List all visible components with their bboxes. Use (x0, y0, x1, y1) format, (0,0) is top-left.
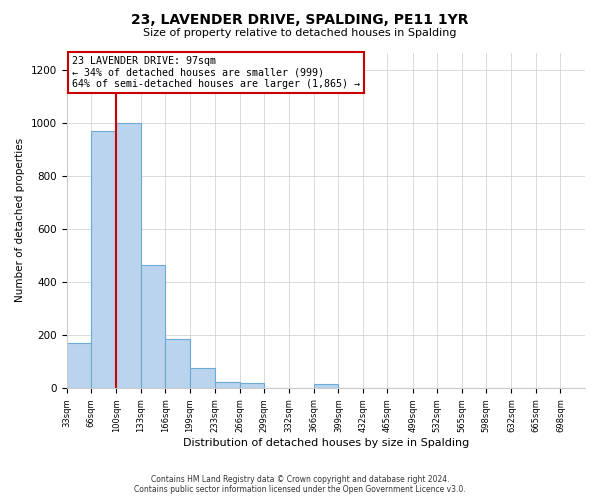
Bar (314, 384, 338, 388)
Bar (215, 382, 239, 388)
Bar (91, 131, 116, 388)
Bar (141, 265, 166, 388)
Text: 23 LAVENDER DRIVE: 97sqm
← 34% of detached houses are smaller (999)
64% of semi-: 23 LAVENDER DRIVE: 97sqm ← 34% of detach… (72, 56, 360, 89)
Bar (116, 123, 141, 388)
Text: Size of property relative to detached houses in Spalding: Size of property relative to detached ho… (143, 28, 457, 38)
Bar (239, 384, 264, 388)
Text: 23, LAVENDER DRIVE, SPALDING, PE11 1YR: 23, LAVENDER DRIVE, SPALDING, PE11 1YR (131, 12, 469, 26)
Y-axis label: Number of detached properties: Number of detached properties (15, 138, 25, 302)
Bar (166, 339, 190, 388)
Bar (190, 368, 215, 388)
X-axis label: Distribution of detached houses by size in Spalding: Distribution of detached houses by size … (182, 438, 469, 448)
Text: Contains HM Land Registry data © Crown copyright and database right 2024.
Contai: Contains HM Land Registry data © Crown c… (134, 474, 466, 494)
Bar (67, 343, 91, 388)
